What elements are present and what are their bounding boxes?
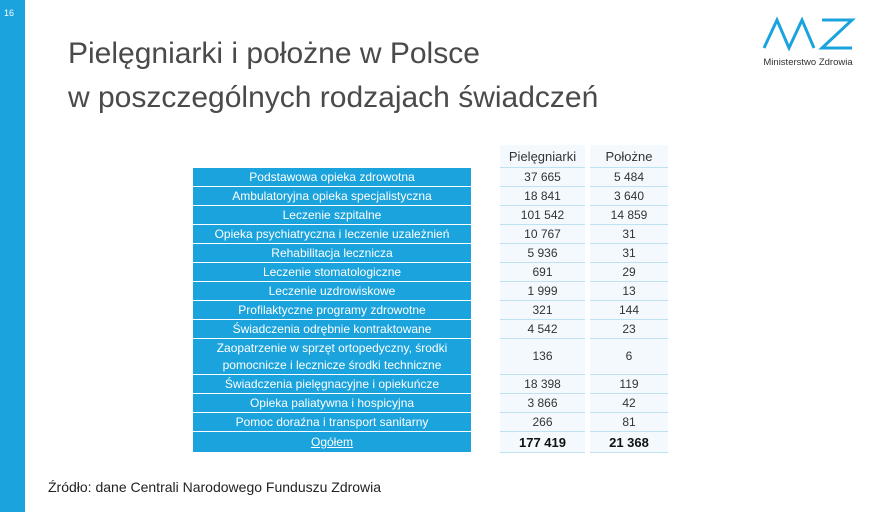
column-header: Położne [590, 145, 668, 168]
row-label: Leczenie stomatologiczne [193, 263, 471, 282]
cell-value: 3 640 [590, 187, 668, 206]
row-label: Leczenie szpitalne [193, 206, 471, 225]
side-bar [0, 0, 25, 512]
cell-value: 5 484 [590, 168, 668, 187]
logo: Ministerstwo Zdrowia [762, 16, 856, 68]
total-value: 21 368 [590, 432, 668, 453]
row-label: Ambulatoryjna opieka specjalistyczna [193, 187, 471, 206]
cell-value: 266 [500, 413, 585, 432]
total-value: 177 419 [500, 432, 585, 453]
cell-value: 18 398 [500, 375, 585, 394]
column-header: Pielęgniarki [500, 145, 585, 168]
row-label: Zaopatrzenie w sprzęt ortopedyczny, środ… [193, 339, 471, 375]
cell-value: 37 665 [500, 168, 585, 187]
row-label: Leczenie uzdrowiskowe [193, 282, 471, 301]
source: Źródło: dane Centrali Narodowego Fundusz… [48, 479, 382, 495]
row-label: Świadczenia odrębnie kontraktowane [193, 320, 471, 339]
cell-value: 144 [590, 301, 668, 320]
cell-value: 3 866 [500, 394, 585, 413]
row-label: Świadczenia pielęgnacyjne i opiekuńcze [193, 375, 471, 394]
title-line: Pielęgniarki i położne w Polsce [68, 37, 480, 70]
cell-value: 691 [500, 263, 585, 282]
cell-value: 31 [590, 244, 668, 263]
cell-value: 81 [590, 413, 668, 432]
page-number: 16 [4, 8, 15, 18]
cell-value: 13 [590, 282, 668, 301]
cell-value: 10 767 [500, 225, 585, 244]
cell-value: 5 936 [500, 244, 585, 263]
logo-text: Ministerstwo Zdrowia [763, 57, 853, 68]
row-label: Pomoc doraźna i transport sanitarny [193, 413, 471, 432]
cell-value: 14 859 [590, 206, 668, 225]
total-label: Ogółem [193, 432, 471, 453]
cell-value: 321 [500, 301, 585, 320]
cell-value: 4 542 [500, 320, 585, 339]
cell-value: 136 [500, 339, 585, 375]
row-label: Opieka psychiatryczna i leczenie uzależn… [193, 225, 471, 244]
cell-value: 1 999 [500, 282, 585, 301]
cell-value: 23 [590, 320, 668, 339]
logo-mark [818, 18, 856, 50]
cell-value: 42 [590, 394, 668, 413]
logo-mark [762, 16, 816, 52]
cell-value: 119 [590, 375, 668, 394]
cell-value: 18 841 [500, 187, 585, 206]
cell-value: 6 [590, 339, 668, 375]
row-label: Opieka paliatywna i hospicyjna [193, 394, 471, 413]
title-line: w poszczególnych rodzajach świadczeń [68, 81, 599, 114]
row-label: Podstawowa opieka zdrowotna [193, 168, 471, 187]
cell-value: 101 542 [500, 206, 585, 225]
row-label: Rehabilitacja lecznicza [193, 244, 471, 263]
cell-value: 29 [590, 263, 668, 282]
cell-value: 31 [590, 225, 668, 244]
title: Pielęgniarki i położne w Polsce w poszcz… [68, 32, 598, 120]
row-label: Profilaktyczne programy zdrowotne [193, 301, 471, 320]
